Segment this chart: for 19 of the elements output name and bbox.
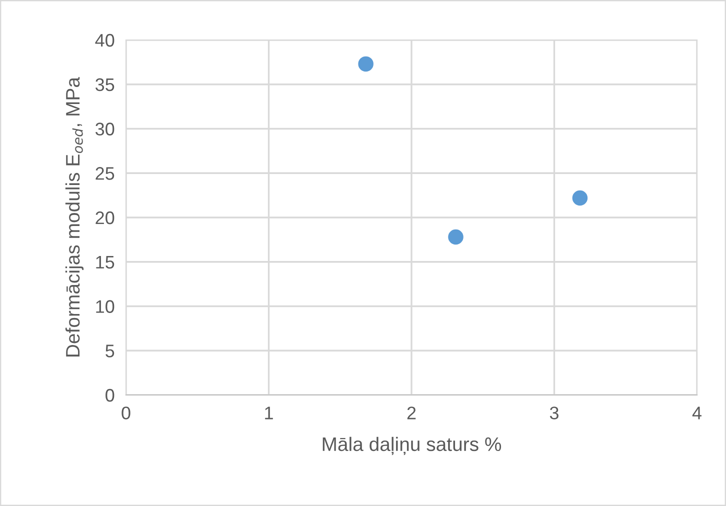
x-tick-label: 4 — [692, 406, 702, 420]
x-tick-label: 2 — [407, 406, 416, 420]
y-axis-title: Deformācijas modulis E$_{oed}$, MPa — [65, 77, 84, 356]
y-tick-label: 0 — [106, 388, 114, 402]
point — [572, 190, 588, 206]
x-tick-label: 0 — [122, 406, 130, 420]
x-axis-title: Māla daļiņu saturs % — [322, 436, 502, 456]
y-tick-label: 15 — [96, 256, 114, 269]
point — [448, 229, 464, 245]
point — [358, 56, 374, 72]
y-tick-label: 10 — [96, 300, 114, 313]
y-tick-label: 20 — [96, 211, 114, 224]
y-tick-label: 30 — [95, 122, 114, 136]
y-tick-label: 35 — [95, 78, 114, 92]
y-tick-label: 40 — [95, 34, 114, 47]
y-tick-label: 5 — [106, 344, 114, 358]
x-tick-label: 1 — [265, 406, 273, 420]
x-tick-label: 3 — [550, 406, 558, 420]
y-tick-label: 25 — [96, 167, 114, 180]
